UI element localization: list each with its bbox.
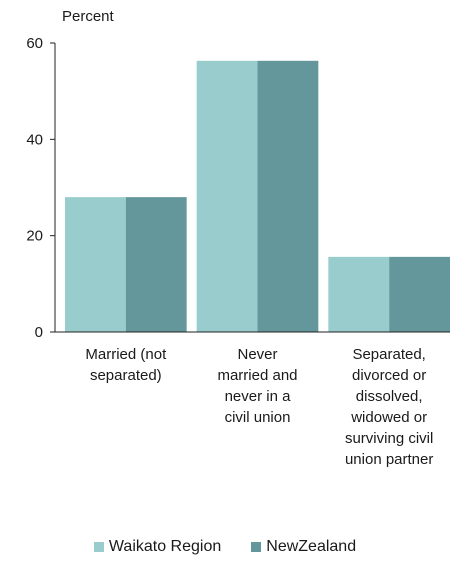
legend: Waikato Region NewZealand [0, 538, 450, 556]
legend-swatch [251, 542, 262, 552]
x-tick-label: Separated, divorced or dissolved, widowe… [344, 346, 434, 468]
legend-swatch [93, 542, 104, 552]
bar [257, 60, 319, 333]
legend-item: Waikato Region [93, 538, 222, 556]
legend-item: NewZealand [251, 538, 356, 556]
bar [328, 256, 390, 332]
bar [125, 197, 187, 332]
bar [196, 60, 258, 333]
bar [389, 256, 450, 332]
legend-label: NewZealand [266, 538, 357, 555]
y-tick-label: 40 [26, 131, 43, 148]
y-tick-label: 20 [26, 228, 43, 245]
y-axis-label: Percent [62, 8, 114, 25]
legend-label: Waikato Region [108, 538, 222, 555]
y-tick-label: 0 [35, 324, 43, 341]
y-tick-label: 60 [26, 35, 43, 52]
bar [65, 197, 126, 332]
x-tick-label: Never married and never in a civil union [217, 346, 298, 426]
x-tick-label: Married (not separated) [85, 346, 167, 384]
